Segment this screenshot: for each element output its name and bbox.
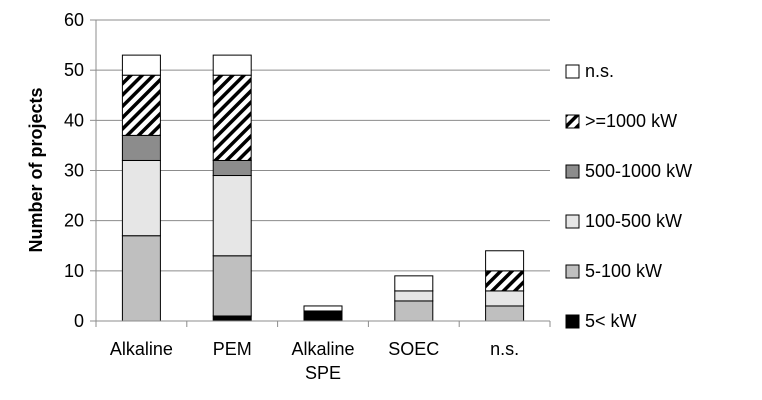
legend-swatch-1 (565, 114, 580, 129)
x-tick-label-3-0: SOEC (388, 339, 439, 359)
bar-segment-2-0 (303, 310, 343, 322)
bar-segment-1-2 (212, 175, 252, 257)
y-tick-label-60: 60 (64, 10, 84, 30)
bar-segment-1-5 (212, 54, 252, 76)
legend-swatch-5 (565, 314, 580, 329)
bar-segment-1-4 (212, 74, 252, 161)
x-tick-label-2-1: SPE (305, 363, 341, 383)
bars (121, 54, 525, 322)
bar-segment-3-5 (394, 275, 434, 292)
legend-label-2: 500-1000 kW (585, 161, 692, 181)
bar-segment-4-5 (485, 250, 525, 272)
legend-label-4: 5-100 kW (585, 261, 662, 281)
y-tick-label-20: 20 (64, 211, 84, 231)
bar-segment-1-3 (212, 159, 252, 177)
x-tick-label-1-0: PEM (213, 339, 252, 359)
y-tick-label-50: 50 (64, 60, 84, 80)
bar-segment-2-5 (303, 305, 343, 312)
x-tick-label-4-0: n.s. (490, 339, 519, 359)
bar-segment-1-1 (212, 255, 252, 317)
axes: 0 10 20 30 40 50 60 Alkaline PEM Alkaline SPE SOEC n… (64, 10, 551, 383)
bar-segment-4-4 (485, 270, 525, 292)
y-tick-label-40: 40 (64, 110, 84, 130)
bar-segment-1-0 (212, 315, 252, 322)
legend-label-1: >=1000 kW (585, 111, 677, 131)
bar-segment-0-1 (121, 235, 161, 322)
legend-swatch-4 (565, 264, 580, 279)
legend: n.s. >=1000 kW 500-1000 kW 100-500 kW 5-100 … (565, 61, 692, 331)
legend-label-5: 5< kW (585, 311, 637, 331)
legend-swatch-2 (565, 164, 580, 179)
y-tick-label-10: 10 (64, 261, 84, 281)
x-tick-label-0-0: Alkaline (110, 339, 173, 359)
bar-segment-0-5 (121, 54, 161, 76)
y-axis-title: Number of projects (26, 87, 46, 252)
legend-label-0: n.s. (585, 61, 614, 81)
bar-segment-0-3 (121, 134, 161, 161)
y-tick-label-30: 30 (64, 161, 84, 181)
bar-segment-0-2 (121, 159, 161, 237)
legend-swatch-3 (565, 214, 580, 229)
bar-segment-0-4 (121, 74, 161, 136)
legend-label-3: 100-500 kW (585, 211, 682, 231)
gridlines (96, 19, 550, 272)
bar-segment-4-2 (485, 290, 525, 307)
x-tick-label-2-0: Alkaline (291, 339, 354, 359)
bar-segment-3-1 (394, 300, 434, 322)
legend-swatch-0 (565, 64, 580, 79)
bar-segment-3-2 (394, 290, 434, 302)
y-tick-label-0: 0 (74, 311, 84, 331)
bar-segment-4-1 (485, 305, 525, 322)
